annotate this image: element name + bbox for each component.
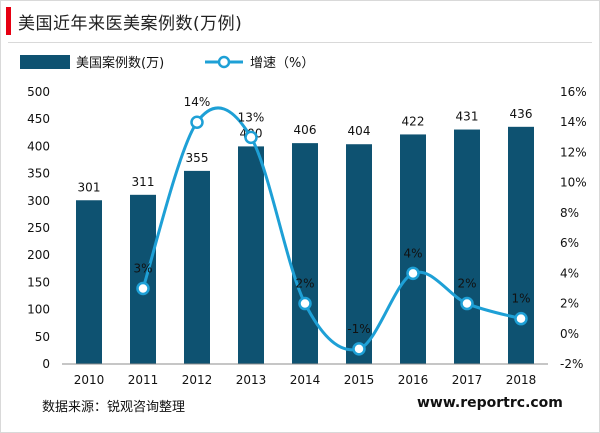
- y-right-tick-label: 6%: [560, 236, 579, 250]
- y-right-tick-label: 2%: [560, 297, 579, 311]
- legend-bar-swatch: [20, 55, 70, 69]
- bar: [238, 146, 264, 364]
- growth-point: [244, 130, 258, 145]
- bar: [346, 144, 372, 364]
- source-note: 数据来源：锐观咨询整理: [42, 400, 186, 415]
- bar: [184, 170, 210, 364]
- bar: [76, 200, 102, 364]
- y-left-tick-label: 500: [27, 85, 50, 99]
- bar-data-label: 404: [348, 124, 371, 138]
- x-tick-label: 2014: [290, 373, 321, 387]
- bar: [400, 134, 426, 364]
- x-tick-label: 2011: [128, 373, 159, 387]
- bar: [508, 126, 534, 364]
- x-tick-label: 2017: [452, 373, 483, 387]
- legend-line-marker: [217, 55, 231, 69]
- y-right-tick-label: 16%: [560, 85, 587, 99]
- bar-data-label: 422: [402, 114, 425, 128]
- y-left-tick-label: 350: [27, 167, 50, 181]
- growth-point: [406, 266, 420, 281]
- growth-data-label: 4%: [403, 246, 422, 260]
- growth-point: [514, 311, 528, 326]
- title-divider: [8, 42, 592, 43]
- bar: [130, 194, 156, 364]
- page-title: 美国近年来医美案例数(万例): [18, 14, 243, 34]
- x-tick-label: 2016: [398, 373, 429, 387]
- y-right-tick-label: -2%: [560, 357, 583, 371]
- bar-data-label: 431: [456, 110, 479, 124]
- growth-point: [298, 296, 312, 311]
- growth-data-label: 2%: [457, 277, 476, 291]
- y-left-tick-label: 150: [27, 275, 50, 289]
- y-left-tick-label: 400: [27, 139, 50, 153]
- growth-data-label: 14%: [184, 95, 211, 109]
- y-left-tick-label: 300: [27, 194, 50, 208]
- x-tick-label: 2018: [506, 373, 537, 387]
- x-tick-label: 2010: [74, 373, 105, 387]
- growth-point: [136, 281, 150, 296]
- y-right-tick-label: 8%: [560, 206, 579, 220]
- y-right-tick-label: 4%: [560, 266, 579, 280]
- y-right-tick-label: 0%: [560, 327, 579, 341]
- growth-point: [352, 342, 366, 356]
- bar: [454, 129, 480, 364]
- bar-data-label: 311: [132, 175, 155, 189]
- bar-data-label: 355: [186, 151, 209, 165]
- x-tick-label: 2015: [344, 373, 375, 387]
- y-left-tick-label: 250: [27, 221, 50, 235]
- y-right-tick-label: 12%: [560, 145, 587, 159]
- y-left-tick-label: 450: [27, 112, 50, 126]
- growth-data-label: 13%: [238, 110, 265, 124]
- legend-bar-label: 美国案例数(万): [76, 56, 164, 71]
- legend-line-label: 增速（%）: [250, 56, 314, 71]
- bar: [292, 143, 318, 364]
- growth-data-label: 2%: [295, 277, 314, 291]
- growth-point: [460, 296, 474, 311]
- growth-point: [190, 115, 204, 129]
- bar-data-label: 406: [294, 123, 317, 137]
- bar-data-label: 301: [78, 180, 101, 194]
- y-right-tick-label: 10%: [560, 176, 587, 190]
- x-tick-label: 2013: [236, 373, 267, 387]
- y-left-tick-label: 50: [35, 330, 50, 344]
- growth-data-label: 3%: [133, 261, 152, 275]
- y-left-tick-label: 200: [27, 248, 50, 262]
- y-right-tick-label: 14%: [560, 115, 587, 129]
- x-tick-label: 2012: [182, 373, 213, 387]
- growth-data-label: -1%: [347, 322, 370, 336]
- bar-data-label: 436: [510, 107, 533, 121]
- y-left-tick-label: 100: [27, 303, 50, 317]
- title-accent-bar: [6, 7, 11, 35]
- y-left-tick-label: 0: [42, 357, 50, 371]
- website-label: www.reportrc.com: [417, 395, 563, 411]
- growth-data-label: 1%: [511, 292, 530, 306]
